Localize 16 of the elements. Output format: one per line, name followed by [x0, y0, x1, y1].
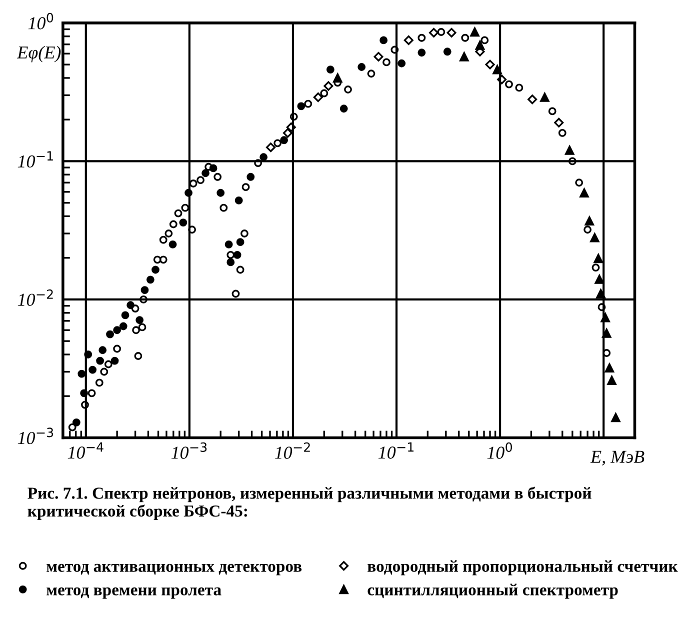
y-tick-label: 10$^{−1}$	[18, 151, 53, 168]
legend-label: сцинтилляционный спектрометр	[368, 584, 618, 599]
x-tick-label: 10$^{−3}$	[171, 442, 207, 459]
x-tick-label: 10$^{−1}$	[378, 442, 414, 459]
y-axis-title: Eφ(E)	[16, 46, 61, 62]
y-tick-label: 10$^{−3}$	[18, 428, 54, 444]
x-tick-label: 10$^{−4}$	[68, 442, 104, 459]
text: Рис. 7.1. Спектр нейтронов, измеренный различными методами в быстрой критической сборке БФС-45:	[28, 486, 592, 520]
x-tick-label: 10$^{−2}$	[274, 442, 310, 459]
y-tick-label: 10$^{0}$	[28, 12, 54, 30]
x-axis-title: E, МэВ	[590, 450, 644, 466]
legend-label: водородный пропорциональный счетчик	[368, 560, 678, 576]
legend-label: метод времени пролета	[46, 587, 222, 599]
x-tick-label: 10$^{0}$	[487, 442, 512, 459]
legend-label: метод активационных детекторов	[46, 564, 302, 576]
y-tick-label: 10$^{−2}$	[18, 289, 53, 306]
